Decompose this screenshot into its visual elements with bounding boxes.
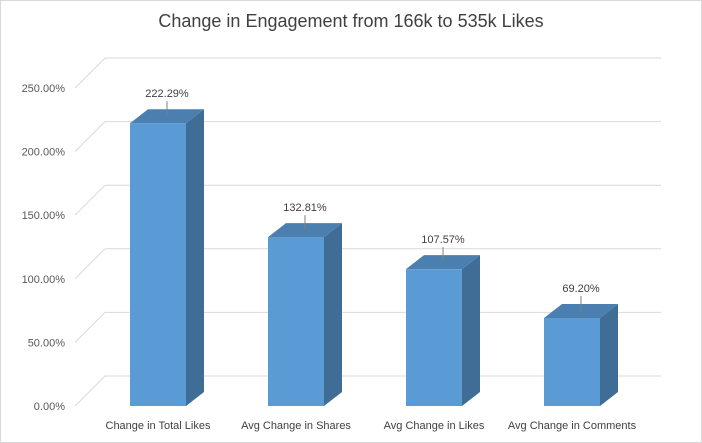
data-label: 222.29% (145, 88, 189, 100)
y-tick-label: 0.00% (34, 401, 65, 413)
data-label: 69.20% (562, 283, 600, 295)
bar-side (462, 255, 480, 406)
chart-title: Change in Engagement from 166k to 535k L… (158, 11, 544, 31)
gridline-diagonal (74, 312, 106, 343)
gridline-diagonal (74, 248, 106, 280)
x-category-label: Avg Change in Shares (241, 420, 351, 432)
x-category-label: Avg Change in Comments (508, 420, 637, 432)
y-tick-label: 50.00% (28, 337, 66, 349)
bar-front (268, 237, 324, 406)
gridline-diagonal (74, 184, 106, 216)
bar-side (324, 223, 342, 406)
gridline-diagonal (74, 121, 106, 152)
y-tick-label: 150.00% (22, 210, 66, 222)
bar-side (600, 303, 618, 406)
gridline-diagonal (74, 57, 106, 89)
y-tick-label: 250.00% (22, 83, 66, 95)
data-label: 107.57% (421, 234, 465, 246)
gridline-diagonal (74, 375, 106, 407)
y-tick-label: 200.00% (22, 147, 66, 159)
data-label: 132.81% (283, 202, 327, 214)
bar-side (186, 109, 204, 406)
y-tick-label: 100.00% (22, 274, 66, 286)
x-category-label: Avg Change in Likes (384, 420, 485, 432)
bar-front (544, 317, 600, 406)
bar-front (406, 269, 462, 406)
x-category-label: Change in Total Likes (106, 420, 211, 432)
bar-front (130, 123, 186, 406)
